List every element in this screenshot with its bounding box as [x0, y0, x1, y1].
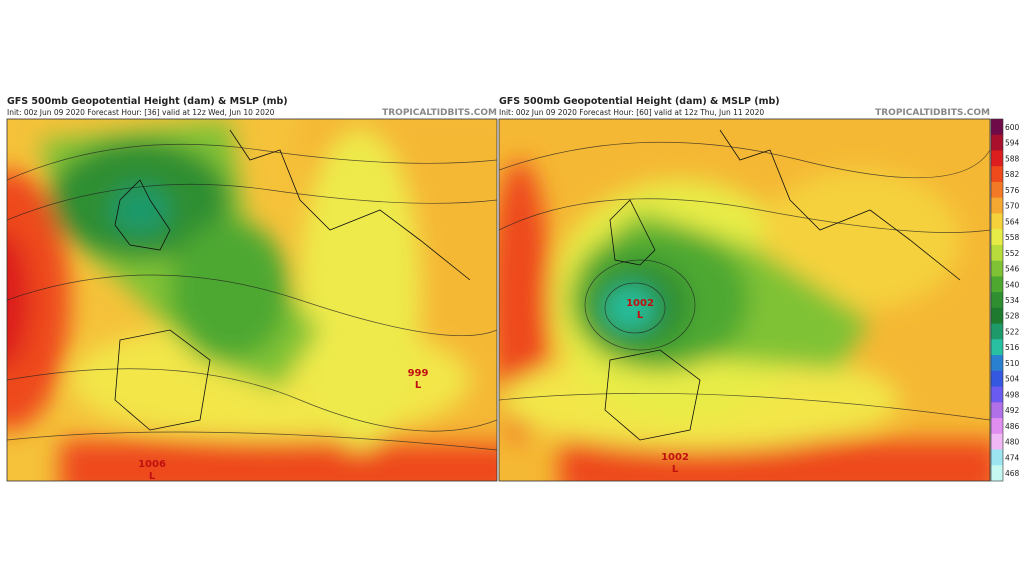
map-left: 999 L 1006 L — [7, 119, 497, 482]
colorbar-swatch — [991, 150, 1003, 167]
colorbar-swatch — [991, 402, 1003, 419]
colorbar-label: 516 — [1005, 343, 1020, 352]
colorbar-label: 582 — [1005, 170, 1020, 179]
low-marker: L — [415, 380, 422, 391]
colorbar-swatch — [991, 449, 1003, 466]
colorbar-label: 564 — [1005, 217, 1020, 226]
colorbar-swatch — [991, 307, 1003, 325]
colorbar-label: 576 — [1005, 186, 1020, 195]
colorbar-swatch — [991, 213, 1003, 230]
map-frame — [498, 118, 991, 482]
colorbar-swatch — [991, 418, 1003, 435]
colorbar-label: 510 — [1005, 359, 1020, 368]
colorbar-label: 486 — [1005, 422, 1020, 431]
map-frame — [6, 118, 498, 482]
colorbar-swatch — [991, 339, 1003, 356]
pressure-label: 1002 — [626, 298, 654, 309]
colorbar-label: 570 — [1005, 202, 1020, 211]
colorbar-swatch — [991, 260, 1003, 277]
watermark: TROPICALTIDBITS.COM — [875, 108, 990, 118]
colorbar-label: 480 — [1005, 438, 1020, 447]
colorbar-swatch — [991, 355, 1003, 372]
colorbar-swatch — [991, 119, 1003, 136]
pressure-label: 999 — [408, 368, 429, 379]
colorbar-swatch — [991, 276, 1003, 293]
colorbar-label: 504 — [1005, 375, 1020, 384]
colorbar-swatch — [991, 134, 1003, 151]
colorbar-label: 522 — [1005, 327, 1020, 336]
colorbar-swatch — [991, 181, 1003, 199]
pressure-label: 1006 — [138, 459, 166, 470]
colorbar-label: 558 — [1005, 233, 1020, 242]
colorbar-swatch — [991, 386, 1003, 403]
colorbar-swatch — [991, 244, 1003, 262]
colorbar-swatch — [991, 292, 1003, 309]
low-marker: L — [637, 310, 644, 321]
colorbar-swatch — [991, 323, 1003, 340]
colorbar-label: 528 — [1005, 312, 1020, 321]
colorbar-label: 474 — [1005, 453, 1020, 462]
colorbar-swatch — [991, 166, 1003, 183]
colorbar-label: 492 — [1005, 406, 1020, 415]
colorbar-label: 468 — [1005, 469, 1020, 478]
map-title: GFS 500mb Geopotential Height (dam) & MS… — [7, 96, 288, 107]
colorbar-label: 540 — [1005, 280, 1020, 289]
colorbar-label: 534 — [1005, 296, 1020, 305]
map-title: GFS 500mb Geopotential Height (dam) & MS… — [499, 96, 780, 107]
colorbar-swatch — [991, 197, 1003, 214]
colorbar-label: 594 — [1005, 139, 1020, 148]
pressure-label: 1002 — [661, 452, 689, 463]
colorbar-label: 552 — [1005, 249, 1020, 258]
colorbar-swatch — [991, 433, 1003, 451]
colorbar-label: 546 — [1005, 265, 1020, 274]
map-right: 1002 L 1002 L — [499, 119, 990, 481]
low-marker: L — [149, 471, 156, 482]
colorbar: 600 594 588 582 576 570 564 558 552 546 540 534 528 5… — [990, 118, 1020, 482]
low-marker: L — [672, 464, 679, 475]
colorbar-label: 498 — [1005, 390, 1020, 399]
watermark: TROPICALTIDBITS.COM — [382, 108, 497, 118]
map-subtitle: Init: 00z Jun 09 2020 Forecast Hour: [60… — [499, 108, 764, 117]
colorbar-label: 588 — [1005, 154, 1020, 163]
colorbar-frame — [990, 118, 1004, 482]
colorbar-swatch — [991, 229, 1003, 246]
colorbar-label: 600 — [1005, 123, 1020, 132]
colorbar-swatch — [991, 465, 1003, 482]
map-subtitle: Init: 00z Jun 09 2020 Forecast Hour: [36… — [7, 108, 275, 117]
colorbar-swatch — [991, 370, 1003, 388]
